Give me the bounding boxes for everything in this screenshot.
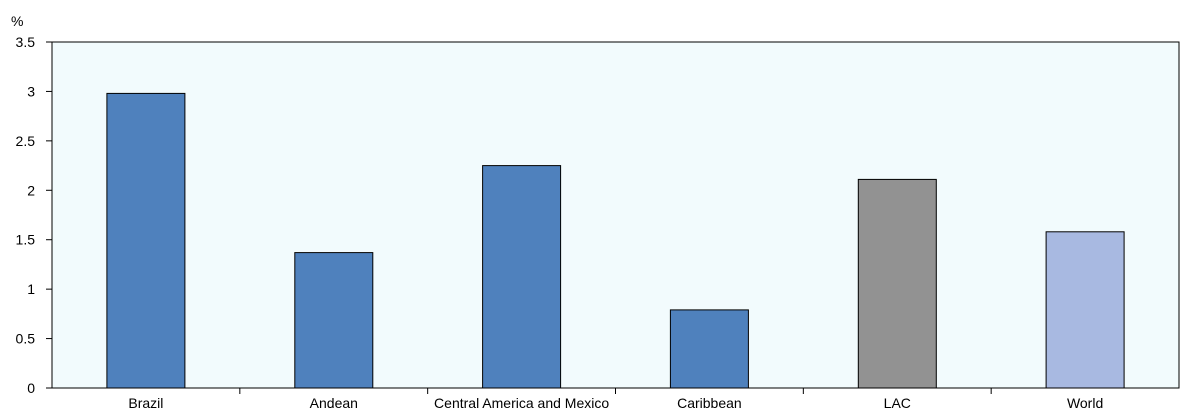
y-tick-label: 1.5 [16, 232, 36, 248]
axes-group: 0 0.5 1 1.5 2 2.5 3 3.5 Brazil Andean Central Amer… [16, 34, 1104, 411]
y-tick-label: 3 [27, 83, 35, 99]
x-category-label: Brazil [128, 395, 163, 411]
plot-area [51, 41, 1180, 389]
y-tick-label: 0.5 [16, 331, 36, 347]
y-tick-label: 2.5 [16, 133, 36, 149]
bar-central-america-and-mexico [482, 165, 562, 389]
y-tick-label: 0 [27, 380, 35, 396]
bars-group [106, 92, 1125, 389]
y-tick-label: 3.5 [16, 34, 36, 50]
x-category-label: Andean [310, 395, 358, 411]
y-tick-label: 1 [27, 281, 35, 297]
y-axis-unit-label: % [11, 13, 23, 29]
bar-andean [294, 252, 374, 389]
x-category-label: World [1067, 395, 1103, 411]
x-category-label: Caribbean [677, 395, 742, 411]
bar-world [1045, 231, 1125, 389]
x-category-label: Central America and Mexico [434, 395, 609, 411]
bar-brazil [106, 92, 186, 389]
bar-lac [857, 178, 937, 389]
x-category-label: LAC [884, 395, 911, 411]
y-tick-label: 2 [27, 182, 35, 198]
bar-caribbean [669, 309, 749, 389]
